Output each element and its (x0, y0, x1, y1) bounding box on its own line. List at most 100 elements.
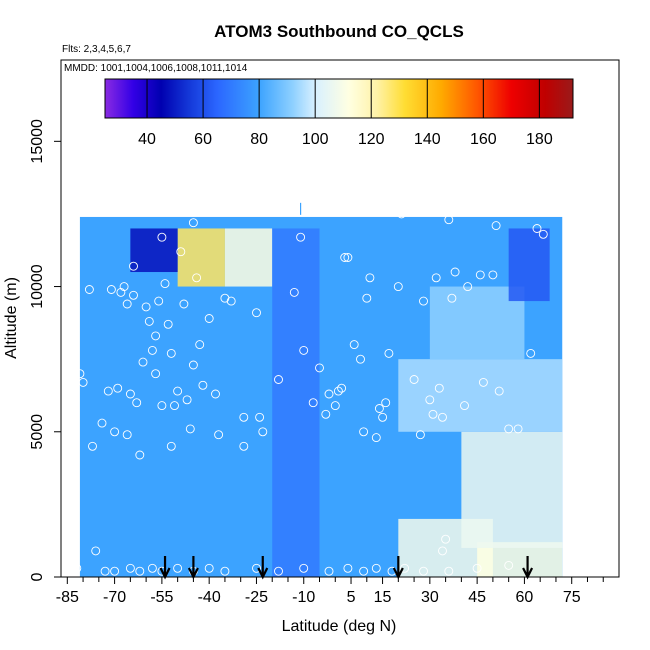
sample-point (88, 441, 97, 451)
field-region (398, 359, 563, 432)
sample-point (154, 296, 164, 306)
sample-point (135, 450, 145, 460)
sample-point (220, 293, 230, 303)
sample-point (110, 427, 120, 437)
sample-point (419, 566, 428, 576)
sample-point (132, 398, 142, 408)
sample-point (214, 430, 224, 440)
sample-point (359, 427, 369, 437)
colorbar-tick-label: 180 (526, 131, 553, 148)
sample-point (349, 340, 359, 350)
sample-point (125, 389, 135, 399)
sample-point (447, 293, 457, 303)
x-tick-label: -85 (56, 589, 79, 606)
sample-point (179, 299, 189, 309)
sample-point (381, 398, 391, 408)
sample-point (337, 383, 347, 393)
y-axis-label: Altitude (m) (3, 277, 20, 359)
sample-point (343, 563, 353, 573)
sample-point (110, 566, 120, 576)
sample-point (141, 302, 151, 312)
sample-point (188, 218, 198, 228)
sample-point (138, 357, 148, 367)
sample-point (463, 282, 473, 292)
flights-label: Flts: 2,3,4,5,6,7 (62, 44, 131, 55)
sample-point (438, 546, 447, 556)
sample-point (188, 360, 198, 370)
sample-point (308, 398, 318, 408)
colorbar-tick-label: 40 (138, 131, 156, 148)
sample-point (173, 563, 183, 573)
sample-point (129, 290, 138, 300)
sample-point (258, 427, 268, 437)
sample-point (204, 563, 214, 573)
x-tick-label: -25 (245, 589, 268, 606)
sample-point (362, 293, 372, 303)
colorbar-tick-label: 160 (470, 131, 497, 148)
heatmap-field (61, 60, 619, 577)
x-tick-label: -40 (198, 589, 221, 606)
sample-point (198, 380, 208, 390)
sample-point (513, 424, 523, 434)
colorbar-tick-label: 80 (250, 131, 268, 148)
sample-point (384, 348, 394, 358)
x-tick-label: -70 (103, 589, 126, 606)
field-region (477, 542, 563, 577)
sample-point (160, 279, 170, 289)
sample-point (475, 270, 485, 280)
field-region (461, 431, 563, 548)
sample-point (163, 319, 173, 329)
sample-point (129, 261, 138, 271)
sample-point (226, 296, 236, 306)
sample-point (431, 273, 441, 283)
sample-point (239, 412, 249, 422)
dates-label: MMDD: 1001,1004,1006,1008,1011,1014 (64, 63, 248, 74)
sample-point (61, 555, 69, 565)
x-tick-label: 15 (374, 589, 392, 606)
sample-point (192, 273, 202, 283)
sample-point (135, 566, 145, 576)
sample-point (72, 563, 82, 573)
sample-point (119, 282, 129, 292)
sample-point (97, 418, 107, 428)
sample-point (166, 348, 176, 358)
sample-point (75, 369, 85, 379)
colorbar-tick-label: 140 (414, 131, 441, 148)
sample-point (147, 563, 157, 573)
sample-point (504, 560, 514, 570)
sample-point (438, 412, 447, 422)
sample-point (491, 221, 501, 231)
sample-point (494, 386, 504, 396)
colorbar: 40 60 80 100 120 140 160 180 (104, 78, 574, 148)
sample-point (252, 308, 261, 318)
sample-point (157, 232, 167, 242)
sample-point (333, 386, 343, 396)
sample-point (419, 296, 428, 306)
sample-point (425, 395, 435, 405)
x-tick-label: 45 (468, 589, 486, 606)
sample-point (378, 412, 388, 422)
sample-point (84, 285, 94, 294)
sample-point (122, 299, 132, 309)
sample-point (185, 424, 195, 434)
sample-point (151, 369, 161, 379)
y-tick-label: 10000 (29, 264, 46, 309)
sample-point (103, 386, 113, 396)
sample-point (434, 383, 444, 393)
sample-point (116, 287, 126, 297)
sample-point (299, 563, 309, 573)
y-tick-label: 15000 (29, 119, 46, 164)
sample-point (182, 395, 192, 405)
colorbar-tick-label: 100 (302, 131, 329, 148)
sample-point (195, 340, 205, 350)
sample-point (504, 424, 514, 434)
sample-point (400, 563, 410, 573)
x-tick-label: 75 (563, 589, 581, 606)
x-tick-label: 30 (421, 589, 439, 606)
sample-point (478, 377, 488, 387)
x-tick-label: -55 (150, 589, 173, 606)
sample-point (330, 401, 340, 411)
field-region (224, 228, 273, 287)
sample-point (444, 215, 454, 225)
